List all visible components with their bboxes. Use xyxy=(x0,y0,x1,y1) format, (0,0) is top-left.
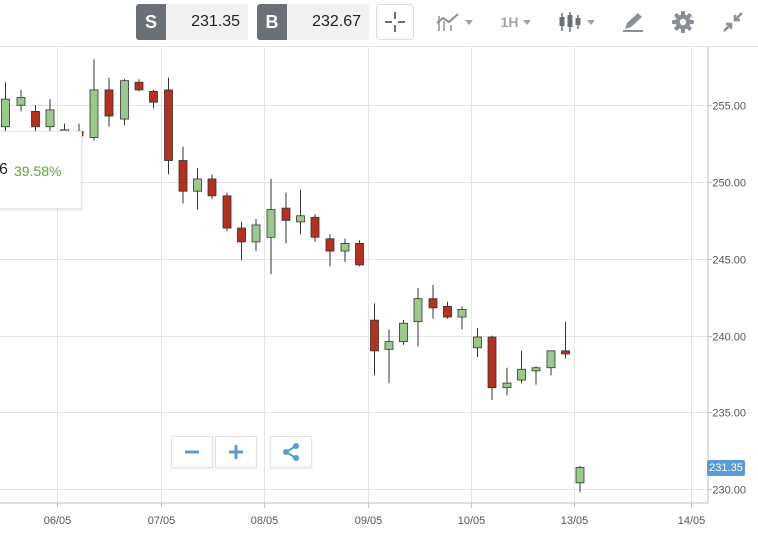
candlestick-icon xyxy=(559,12,580,32)
chart-type-button[interactable] xyxy=(426,4,482,40)
candle-down xyxy=(355,242,364,266)
candle-up xyxy=(384,341,394,350)
candle-down xyxy=(164,89,173,161)
timeframe-selector[interactable]: 1H xyxy=(492,4,540,40)
candle-down xyxy=(281,207,291,221)
candle-up xyxy=(473,336,482,349)
candle-up xyxy=(575,467,585,484)
candle-up xyxy=(251,224,261,243)
x-tick-label: 08/05 xyxy=(251,515,279,527)
tooltip-percent: 39.58% xyxy=(14,163,62,179)
x-axis-ticks: 06/05 07/05 08/05 09/05 10/05 13/05 14/05 xyxy=(44,503,706,527)
candle-up xyxy=(399,322,408,343)
candle-bodies xyxy=(1,80,585,484)
collapse-button[interactable] xyxy=(714,4,752,40)
toolbar-bottom-border xyxy=(0,46,758,47)
zoom-out-button[interactable] xyxy=(171,436,213,468)
buy-label: B xyxy=(257,4,287,40)
chart-type-icon xyxy=(435,13,459,31)
x-tick-label: 14/05 xyxy=(678,515,706,527)
candle-up xyxy=(16,97,26,106)
candle-down xyxy=(31,110,40,128)
draw-icon xyxy=(623,13,643,32)
y-tick-label: 235.00 xyxy=(712,408,746,420)
candle-down xyxy=(207,178,217,197)
chevron-down-icon xyxy=(586,19,595,25)
tooltip-value: 6 xyxy=(0,161,8,178)
candle-down xyxy=(310,216,320,238)
candle-up xyxy=(517,368,526,381)
candle-up xyxy=(89,89,99,138)
candle-up xyxy=(296,215,305,223)
candle-down xyxy=(222,195,232,229)
candle-down xyxy=(134,81,144,91)
candle-up xyxy=(457,309,467,318)
candle-down xyxy=(178,160,188,192)
chevron-down-icon xyxy=(523,19,532,25)
crosshair-button[interactable] xyxy=(376,4,414,40)
candle-up xyxy=(413,298,423,323)
share-button[interactable] xyxy=(270,436,312,468)
settings-button[interactable] xyxy=(664,4,702,40)
candle-up xyxy=(546,350,556,369)
candle-down xyxy=(237,227,246,243)
x-tick-label: 07/05 xyxy=(148,515,176,527)
x-tick-label: 10/05 xyxy=(458,515,486,527)
y-tick-label: 255.00 xyxy=(712,101,746,113)
zoom-in-button[interactable] xyxy=(215,436,257,468)
candle-up xyxy=(531,367,541,372)
y-axis-ticks: 230.00 235.00 240.00 245.00 250.00 255.00 xyxy=(708,101,746,497)
chart-grid xyxy=(0,47,708,503)
collapse-icon xyxy=(723,12,743,32)
candle-down xyxy=(561,350,570,355)
x-tick-label: 13/05 xyxy=(561,515,589,527)
buy-price: 232.67 xyxy=(287,4,369,40)
candle-down xyxy=(487,336,497,389)
plus-icon xyxy=(229,445,243,459)
y-tick-label: 230.00 xyxy=(712,485,746,497)
hover-tooltip: 6 39.58% xyxy=(0,131,82,209)
candle-up xyxy=(502,382,512,389)
draw-tools-button[interactable] xyxy=(614,4,652,40)
candle-down xyxy=(443,305,452,318)
candle-up xyxy=(266,209,276,238)
y-tick-label: 240.00 xyxy=(712,332,746,344)
y-tick-label: 245.00 xyxy=(712,255,746,267)
gear-icon xyxy=(672,11,694,33)
minus-icon xyxy=(185,450,199,454)
timeframe-label: 1H xyxy=(500,14,519,30)
candle-up xyxy=(193,178,202,192)
candlestick-type-button[interactable] xyxy=(552,4,600,40)
candle-down xyxy=(428,298,438,309)
candle-up xyxy=(120,80,129,120)
current-price-tag: 231.35 xyxy=(707,460,745,476)
sell-price: 231.35 xyxy=(166,4,248,40)
crosshair-icon xyxy=(385,12,405,32)
candle-down xyxy=(149,91,158,103)
y-tick-label: 250.00 xyxy=(712,178,746,190)
x-tick-label: 09/05 xyxy=(355,515,383,527)
candle-down xyxy=(104,89,114,117)
sell-label: S xyxy=(136,4,166,40)
candle-up xyxy=(45,109,55,128)
candle-down xyxy=(370,319,379,352)
share-icon xyxy=(283,443,299,461)
x-tick-label: 06/05 xyxy=(44,515,72,527)
candle-up xyxy=(1,98,10,128)
chart-toolbar: S 231.35 B 232.67 1H xyxy=(0,0,758,47)
candle-up xyxy=(340,242,350,252)
chevron-down-icon xyxy=(464,19,473,25)
candle-down xyxy=(325,238,335,252)
